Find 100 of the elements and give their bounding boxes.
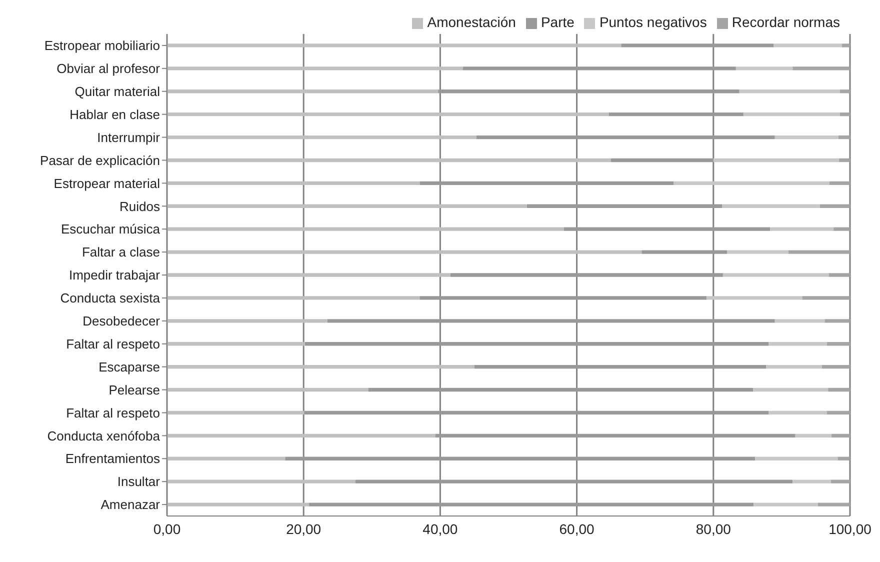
bar <box>768 342 827 346</box>
bar <box>167 181 420 186</box>
bar <box>420 181 674 186</box>
bar <box>304 342 769 346</box>
bar <box>754 502 818 506</box>
bar <box>167 204 527 208</box>
bar <box>736 66 793 70</box>
bar <box>167 342 305 346</box>
bar <box>770 227 834 231</box>
y-tick-label: Estropear mobiliario <box>44 38 160 54</box>
bar <box>774 135 838 140</box>
bar <box>774 44 842 48</box>
y-tick-label: Quitar material <box>74 84 160 99</box>
bar <box>167 135 476 140</box>
x-tick-label: 20,00 <box>286 520 322 537</box>
bar <box>564 227 770 231</box>
bar <box>474 364 766 369</box>
bar <box>167 273 450 277</box>
bar <box>167 502 310 506</box>
bar <box>824 319 850 323</box>
bar <box>167 227 564 231</box>
bar <box>642 250 728 254</box>
bar <box>167 90 438 94</box>
bar <box>420 296 707 300</box>
y-tick-label: Interrumpir <box>97 130 161 145</box>
y-tick-label: Impedir trabajar <box>68 268 161 283</box>
bar <box>739 90 840 94</box>
bar <box>309 502 754 506</box>
bar <box>621 44 774 48</box>
bar <box>167 112 609 116</box>
y-tick-label: Escaparse <box>98 359 160 374</box>
bar <box>328 319 775 323</box>
bar <box>356 480 793 484</box>
y-tick-label: Pasar de explicación <box>40 152 160 168</box>
bar <box>167 364 474 369</box>
bar <box>706 296 802 300</box>
bar <box>167 456 286 460</box>
bar <box>838 135 850 140</box>
y-tick-label: Pelearse <box>108 382 160 398</box>
y-tick-label: Faltar al respeto <box>66 405 160 420</box>
bar <box>304 410 769 415</box>
legend-label: Recordar normas <box>732 14 840 30</box>
bar <box>792 66 850 70</box>
bar <box>792 480 831 484</box>
y-tick-label: Insultar <box>117 474 161 490</box>
x-tick-label: 0,00 <box>153 520 181 537</box>
y-tick-label: Faltar a clase <box>82 244 160 260</box>
bar <box>476 135 775 140</box>
bar <box>167 66 463 70</box>
bar <box>610 158 714 162</box>
x-tick-label: 60,00 <box>559 520 595 537</box>
bar <box>727 250 789 254</box>
y-tick-label: Estropear material <box>54 176 160 191</box>
y-tick-label: Amenazar <box>100 497 161 512</box>
x-tick-label: 100,00 <box>828 520 872 537</box>
bar <box>167 319 328 323</box>
bar <box>167 158 611 162</box>
bar <box>285 456 756 460</box>
bar <box>755 456 838 460</box>
bar <box>368 388 754 392</box>
y-tick-label: Obviar al profesor <box>56 61 161 76</box>
legend-label: Parte <box>540 14 574 30</box>
bar <box>743 112 840 116</box>
bar <box>842 44 850 48</box>
bar <box>820 204 850 208</box>
bar <box>608 112 744 116</box>
bar <box>674 181 830 186</box>
y-tick-label: Conducta xenófoba <box>47 428 161 444</box>
bar <box>526 204 722 208</box>
bar <box>774 319 825 323</box>
bar <box>840 90 850 94</box>
y-tick-label: Faltar al respeto <box>66 336 160 352</box>
bar <box>832 434 850 438</box>
bar <box>830 480 850 484</box>
bar <box>766 364 822 369</box>
bar <box>826 410 850 415</box>
bar <box>435 434 796 438</box>
bar <box>834 227 850 231</box>
bar <box>818 502 850 506</box>
bar <box>167 388 368 392</box>
y-tick-label: Enfrentamientos <box>65 451 160 466</box>
bar <box>167 480 356 484</box>
bar <box>826 342 850 346</box>
bar <box>713 158 840 162</box>
y-tick-label: Escuchar música <box>61 222 161 237</box>
y-tick-label: Conducta sexista <box>60 290 161 306</box>
bar <box>822 364 850 369</box>
bar <box>450 273 723 277</box>
x-tick-label: 80,00 <box>696 520 732 537</box>
bar <box>838 456 850 460</box>
bar <box>167 250 642 254</box>
y-tick-label: Ruidos <box>120 198 160 214</box>
bar <box>768 410 827 415</box>
bar <box>722 273 829 277</box>
y-tick-label: Hablar en clase <box>70 106 160 122</box>
bar <box>167 296 420 300</box>
bar <box>753 388 828 392</box>
legend-label: Puntos negativos <box>599 14 707 30</box>
bar <box>722 204 820 208</box>
bar <box>828 388 850 392</box>
